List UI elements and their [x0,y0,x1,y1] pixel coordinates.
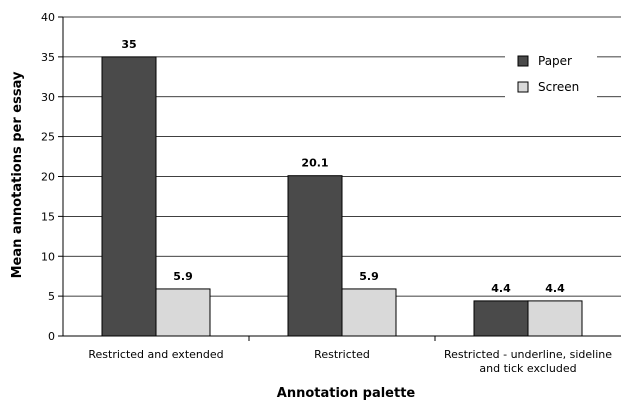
bar-paper [473,300,529,337]
data-label: 35 [121,38,136,51]
bar-screen [155,288,211,337]
y-tick-label: 5 [48,290,55,303]
legend-label-paper: Paper [538,54,572,68]
data-label: 4.4 [545,282,565,295]
axes: 0 5 10 15 20 25 30 35 40 Restricted and extended R… [41,11,621,375]
y-tick-label: 40 [41,11,55,24]
data-labels: 35 5.9 20.1 5.9 4.4 4.4 [121,38,565,295]
y-tick-label: 30 [41,91,55,104]
legend-swatch-screen [517,81,529,93]
y-tick-label: 15 [41,210,55,223]
legend: Paper Screen [505,46,597,104]
y-tick-label: 20 [41,171,55,184]
y-tick-label: 10 [41,250,55,263]
x-tick-label: Restricted [314,348,370,361]
bar-paper [287,175,343,337]
data-label: 5.9 [173,270,193,283]
legend-swatch-paper [517,55,529,67]
x-axis-title: Annotation palette [277,386,416,401]
x-tick-label: and tick excluded [479,362,576,375]
x-tick-label: Restricted and extended [88,348,223,361]
bars [101,56,583,337]
y-axis-title: Mean annotations per essay [10,71,25,278]
bar-screen [341,288,397,337]
y-tick-label: 25 [41,131,55,144]
bar-paper [101,56,157,337]
y-tick-label: 0 [48,330,55,343]
data-label: 4.4 [491,282,511,295]
y-tick-label: 35 [41,51,55,64]
legend-label-screen: Screen [538,80,579,94]
bar-screen [527,300,583,337]
data-label: 5.9 [359,270,379,283]
data-label: 20.1 [301,157,328,170]
x-tick-label: Restricted - underline, sideline [444,348,612,361]
